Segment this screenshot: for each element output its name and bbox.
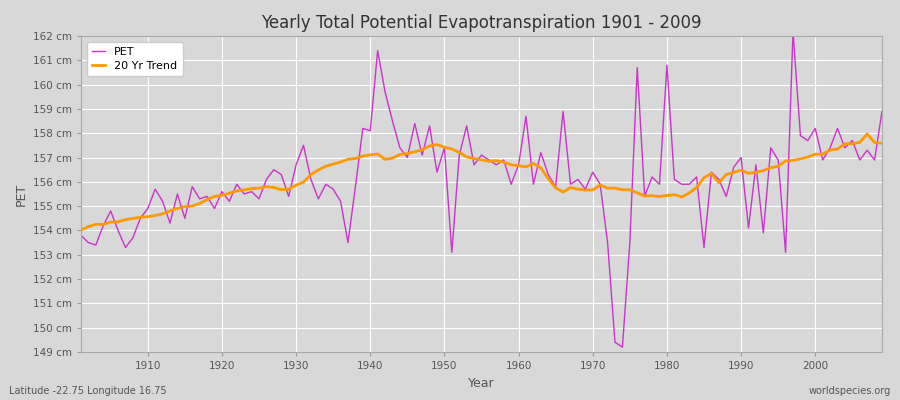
20 Yr Trend [602,186,613,190]
Line: 20 Yr Trend: 20 Yr Trend [81,134,882,230]
PET [617,345,628,350]
20 Yr Trend [513,163,524,168]
20 Yr Trend [862,132,873,136]
PET [513,162,524,167]
20 Yr Trend [343,157,354,162]
Text: Latitude -22.75 Longitude 16.75: Latitude -22.75 Longitude 16.75 [9,386,166,396]
20 Yr Trend [506,162,517,167]
PET [602,240,613,245]
Y-axis label: PET: PET [14,182,27,206]
X-axis label: Year: Year [468,376,495,390]
20 Yr Trend [76,228,86,233]
PET [298,143,309,148]
Line: PET: PET [81,31,882,347]
PET [506,182,517,187]
Title: Yearly Total Potential Evapotranspiration 1901 - 2009: Yearly Total Potential Evapotranspiratio… [261,14,702,32]
Text: worldspecies.org: worldspecies.org [809,386,891,396]
20 Yr Trend [298,180,309,184]
20 Yr Trend [877,141,887,146]
PET [135,216,146,221]
PET [877,109,887,114]
Legend: PET, 20 Yr Trend: PET, 20 Yr Trend [86,42,183,76]
PET [343,240,354,245]
PET [76,233,86,238]
20 Yr Trend [135,215,146,220]
PET [788,29,798,34]
